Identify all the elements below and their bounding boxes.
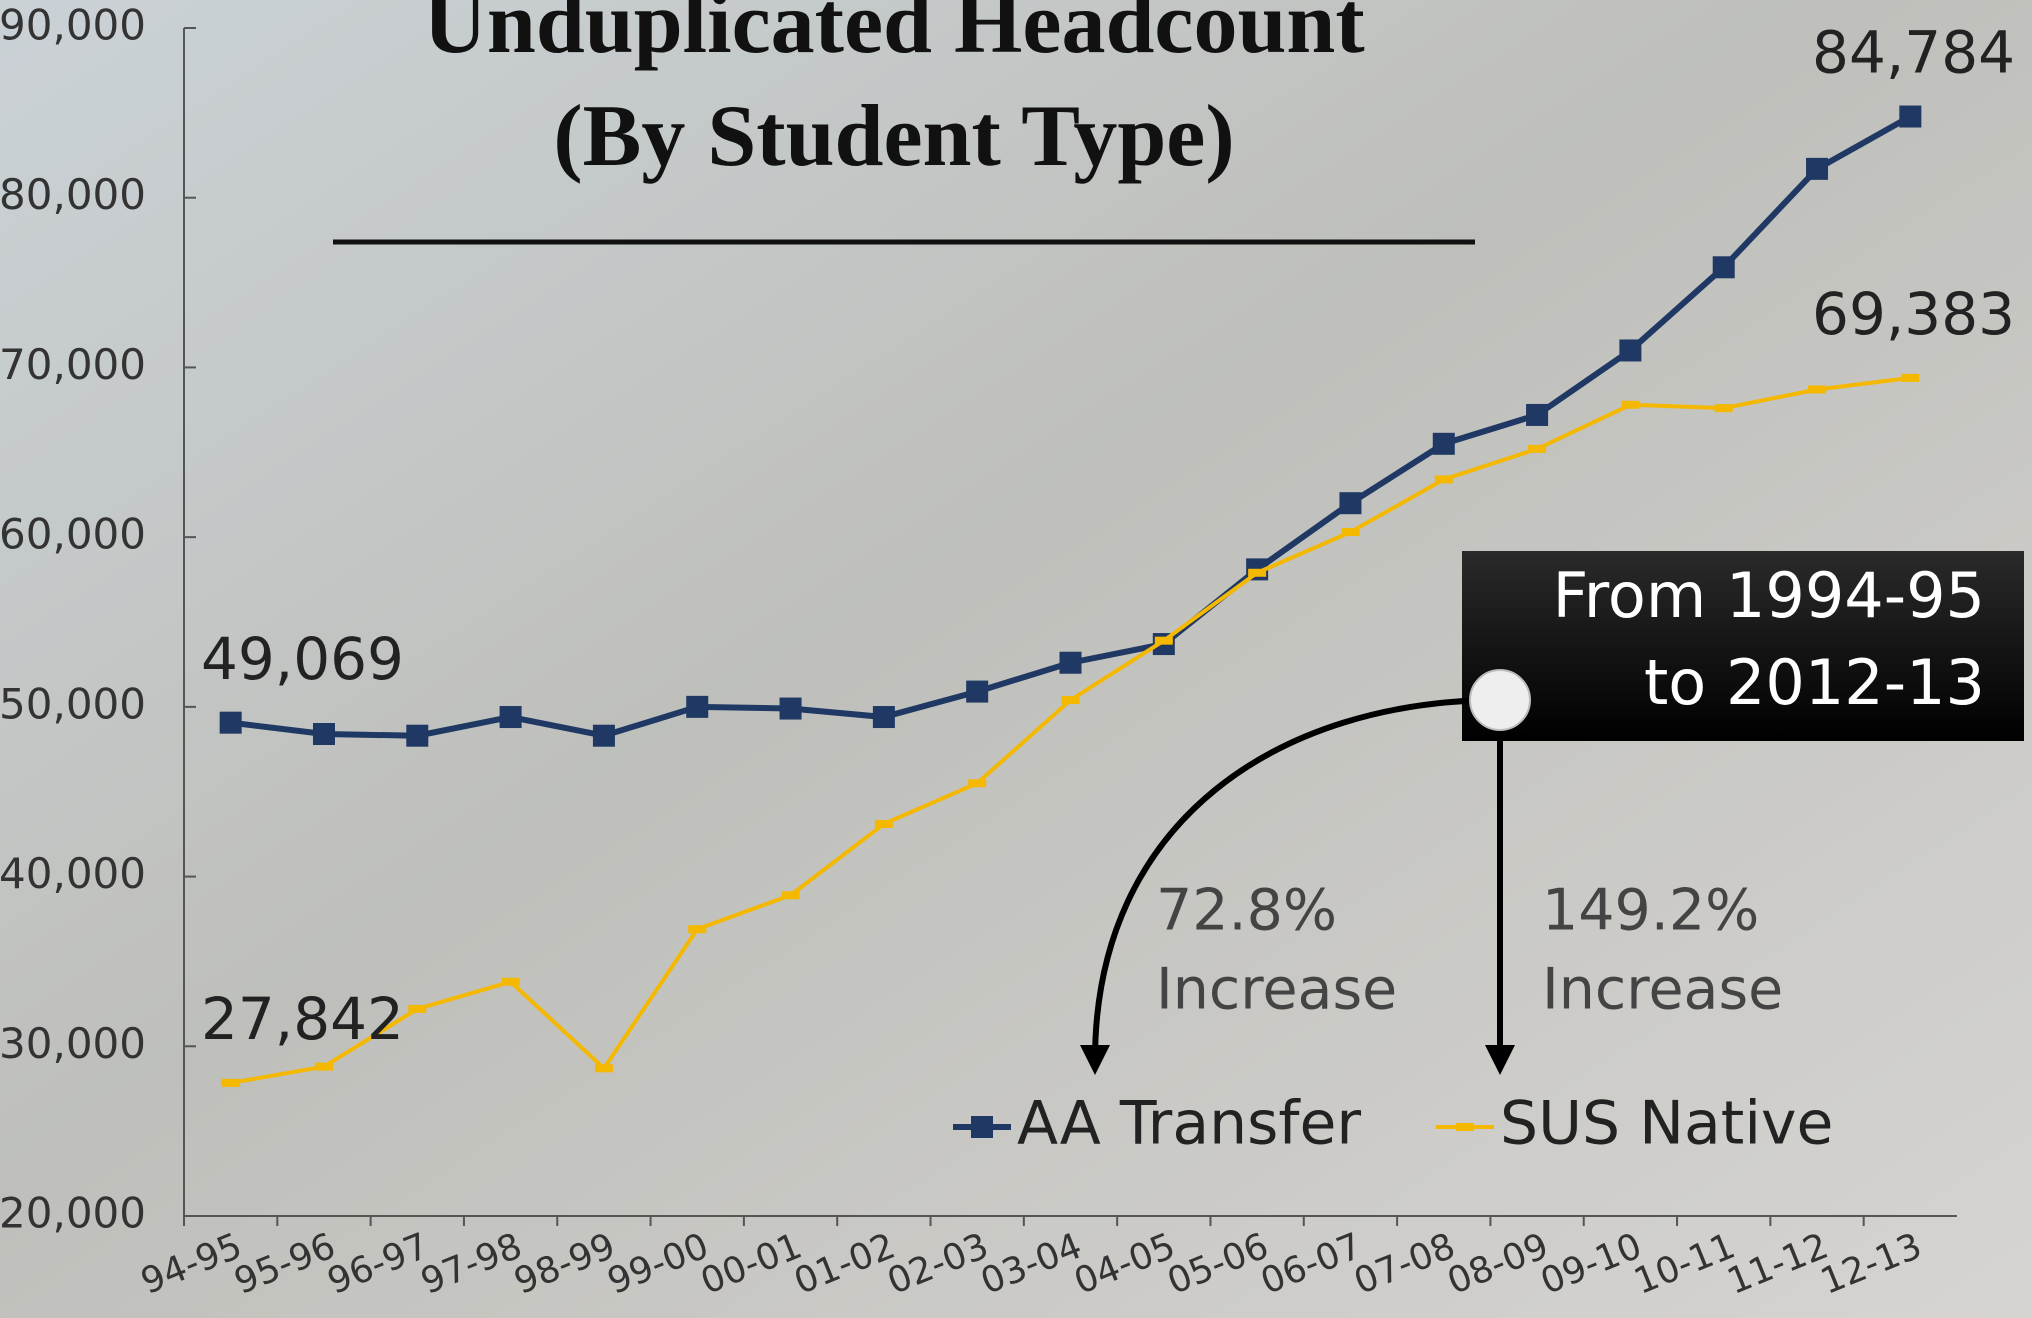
marker [686, 696, 708, 718]
marker [408, 1005, 426, 1013]
change-text: Increase [1542, 957, 1783, 1023]
marker [502, 978, 520, 986]
chart: Unduplicated Headcount (By Student Type)… [0, 0, 2032, 1318]
marker [1435, 475, 1453, 483]
marker [1433, 433, 1455, 455]
callout-dot [1470, 670, 1530, 730]
marker [1248, 569, 1266, 577]
marker [1062, 696, 1080, 704]
marker [222, 1079, 240, 1087]
y-tick-label: 70,000 [0, 340, 146, 389]
y-tick-label: 90,000 [0, 1, 146, 50]
legend-marker [1456, 1123, 1474, 1131]
marker [873, 706, 895, 728]
marker [1806, 158, 1828, 180]
change-text: Increase [1156, 957, 1397, 1023]
page: Unduplicated Headcount (By Student Type)… [0, 0, 2032, 1318]
y-tick-label: 50,000 [0, 679, 146, 728]
chart-title: Unduplicated Headcount [423, 0, 1364, 72]
marker [595, 1064, 613, 1072]
marker [1155, 637, 1173, 645]
marker [1621, 401, 1639, 409]
marker [1060, 652, 1082, 674]
marker [315, 1063, 333, 1071]
data-label: 49,069 [201, 625, 404, 693]
marker [688, 925, 706, 933]
change-percent: 72.8% [1156, 878, 1337, 944]
legend-label: SUS Native [1500, 1089, 1833, 1159]
marker [782, 891, 800, 899]
marker [1901, 374, 1919, 382]
data-label: 27,842 [201, 985, 404, 1053]
y-tick-label: 60,000 [0, 510, 146, 559]
marker [220, 712, 242, 734]
marker [593, 725, 615, 747]
data-label: 84,784 [1812, 19, 2015, 87]
change-percent: 149.2% [1542, 878, 1759, 944]
marker [1528, 445, 1546, 453]
marker [968, 779, 986, 787]
marker [1526, 404, 1548, 426]
marker [1899, 106, 1921, 128]
marker [406, 725, 428, 747]
marker [1808, 385, 1826, 393]
marker [313, 723, 335, 745]
y-tick-label: 30,000 [0, 1019, 146, 1068]
marker [1713, 256, 1735, 278]
marker [966, 681, 988, 703]
chart-subtitle: (By Student Type) [553, 88, 1234, 185]
y-tick-label: 80,000 [0, 170, 146, 219]
marker [780, 698, 802, 720]
legend-label: AA Transfer [1017, 1089, 1361, 1159]
marker [1339, 492, 1361, 514]
y-tick-label: 40,000 [0, 849, 146, 898]
marker [1341, 528, 1359, 536]
callout-text: From 1994-95 [1553, 559, 1985, 632]
marker [875, 820, 893, 828]
y-tick-label: 20,000 [0, 1189, 146, 1238]
callout-text: to 2012-13 [1644, 646, 1985, 719]
marker [1619, 339, 1641, 361]
marker [1715, 404, 1733, 412]
data-label: 69,383 [1812, 280, 2015, 348]
legend-marker [971, 1116, 993, 1138]
marker [500, 706, 522, 728]
